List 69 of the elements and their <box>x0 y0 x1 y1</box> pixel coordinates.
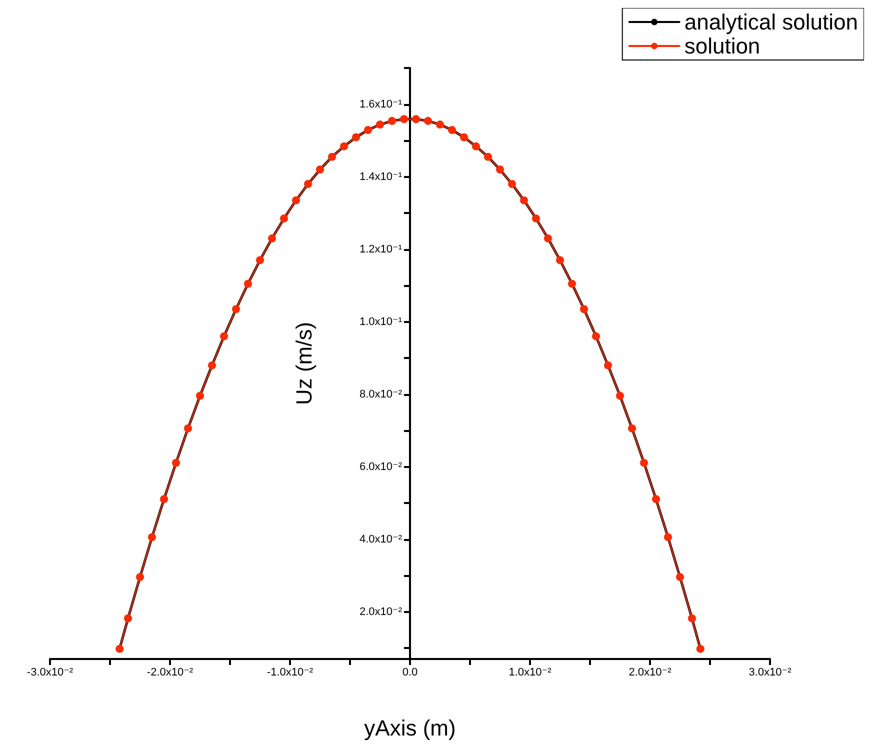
point <box>520 196 528 204</box>
point <box>652 495 660 504</box>
legend-label: solution <box>684 34 760 58</box>
point <box>532 214 540 222</box>
x-tick-label: -1.0x10⁻² <box>266 666 314 678</box>
point <box>460 133 468 142</box>
y-tick-label: 6.0x10⁻² <box>360 460 402 473</box>
point <box>484 152 492 161</box>
point <box>232 305 240 314</box>
point <box>220 332 228 340</box>
point <box>544 234 552 242</box>
point <box>256 256 264 264</box>
x-tick-label: 0.0 <box>402 666 418 678</box>
point <box>304 180 312 188</box>
point <box>388 116 396 125</box>
x-tick-label: 2.0x10⁻² <box>628 666 672 678</box>
point <box>376 120 384 129</box>
y-tick-label: 1.2x10⁻¹ <box>360 243 402 256</box>
point <box>616 392 624 400</box>
point <box>436 120 444 129</box>
point <box>496 166 504 174</box>
point <box>568 280 576 288</box>
x-tick-label: 1.0x10⁻² <box>508 666 552 678</box>
x-tick-label: -3.0x10⁻² <box>26 666 74 678</box>
y-axis-title: Uz (m/s) <box>292 322 316 406</box>
point <box>160 495 168 504</box>
point <box>148 533 156 542</box>
point <box>244 280 252 288</box>
point <box>352 133 360 142</box>
y-tick-label: 1.4x10⁻¹ <box>360 170 402 183</box>
point <box>604 361 612 370</box>
point <box>136 573 144 582</box>
point <box>628 424 636 432</box>
point <box>640 458 648 467</box>
point <box>676 573 684 582</box>
legend-label: analytical solution <box>684 10 858 34</box>
point <box>412 115 420 124</box>
point <box>340 142 348 150</box>
point <box>292 196 300 204</box>
y-tick-label: 4.0x10⁻² <box>360 533 402 546</box>
point <box>268 234 276 242</box>
point <box>316 166 324 174</box>
y-tick-label: 1.6x10⁻¹ <box>360 98 402 110</box>
x-tick-label: 3.0x10⁻² <box>748 666 792 678</box>
y-tick-label: 8.0x10⁻² <box>360 388 402 400</box>
point <box>664 533 672 542</box>
y-tick-label: 1.0x10⁻¹ <box>360 316 402 328</box>
point <box>580 305 588 314</box>
point <box>124 614 132 622</box>
y-tick-label: 2.0x10⁻² <box>360 606 402 618</box>
point <box>592 332 600 340</box>
point <box>696 644 704 653</box>
point <box>400 115 408 124</box>
point <box>508 180 516 188</box>
point <box>364 126 372 134</box>
point <box>280 214 288 222</box>
point <box>184 424 192 432</box>
point <box>424 116 432 125</box>
point <box>208 361 216 370</box>
point <box>196 392 204 400</box>
x-tick-label: -2.0x10⁻² <box>146 666 194 678</box>
point <box>328 152 336 161</box>
point <box>472 142 480 150</box>
point <box>172 458 180 467</box>
x-axis-title: yAxis (m) <box>364 716 456 740</box>
point <box>688 614 696 622</box>
point <box>448 126 456 134</box>
point <box>116 644 124 653</box>
point <box>556 256 564 264</box>
